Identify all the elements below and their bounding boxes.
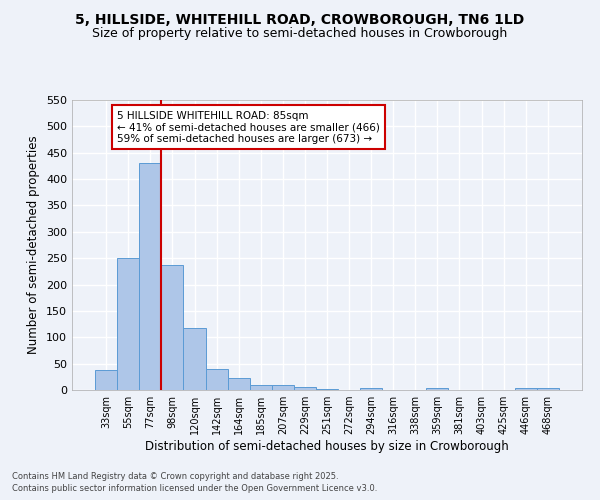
Bar	[360, 388, 382, 390]
Bar	[537, 388, 559, 390]
Text: Size of property relative to semi-detached houses in Crowborough: Size of property relative to semi-detach…	[92, 28, 508, 40]
Bar	[161, 265, 184, 390]
Text: Contains HM Land Registry data © Crown copyright and database right 2025.: Contains HM Land Registry data © Crown c…	[12, 472, 338, 481]
Bar	[316, 389, 338, 390]
X-axis label: Distribution of semi-detached houses by size in Crowborough: Distribution of semi-detached houses by …	[145, 440, 509, 453]
Bar	[139, 164, 161, 390]
Bar	[117, 258, 139, 390]
Text: 5 HILLSIDE WHITEHILL ROAD: 85sqm
← 41% of semi-detached houses are smaller (466): 5 HILLSIDE WHITEHILL ROAD: 85sqm ← 41% o…	[117, 110, 380, 144]
Bar	[294, 388, 316, 390]
Y-axis label: Number of semi-detached properties: Number of semi-detached properties	[28, 136, 40, 354]
Bar	[272, 386, 294, 390]
Bar	[515, 388, 537, 390]
Bar	[184, 328, 206, 390]
Text: 5, HILLSIDE, WHITEHILL ROAD, CROWBOROUGH, TN6 1LD: 5, HILLSIDE, WHITEHILL ROAD, CROWBOROUGH…	[76, 12, 524, 26]
Bar	[227, 378, 250, 390]
Bar	[250, 384, 272, 390]
Text: Contains public sector information licensed under the Open Government Licence v3: Contains public sector information licen…	[12, 484, 377, 493]
Bar	[206, 369, 227, 390]
Bar	[427, 388, 448, 390]
Bar	[95, 370, 117, 390]
